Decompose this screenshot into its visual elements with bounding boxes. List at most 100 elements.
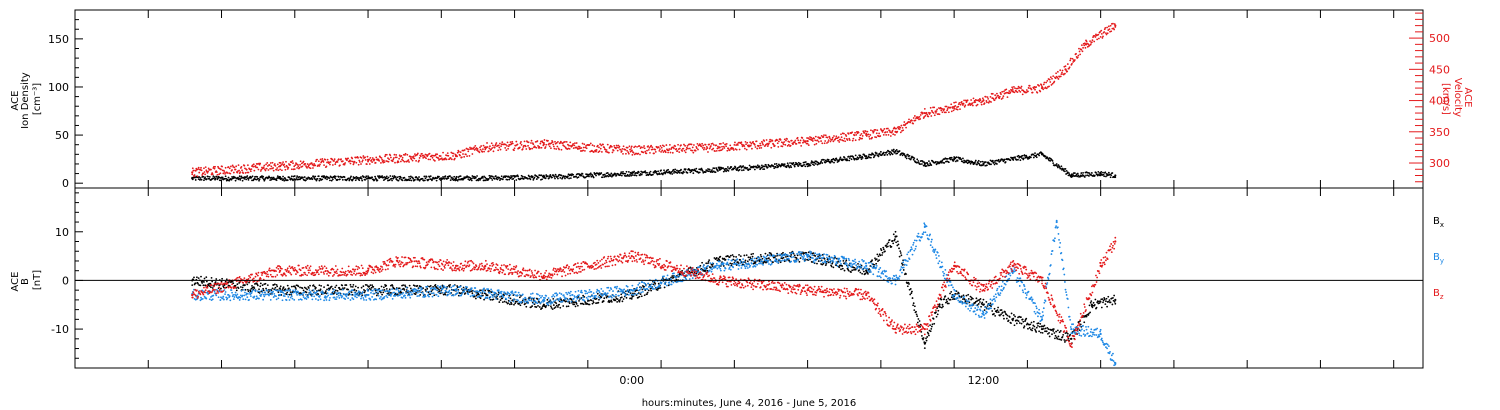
data-point bbox=[1035, 156, 1038, 159]
data-point bbox=[373, 179, 376, 181]
data-point bbox=[428, 152, 431, 155]
data-point bbox=[917, 318, 920, 320]
data-point bbox=[343, 163, 346, 166]
data-point bbox=[782, 251, 784, 254]
data-point bbox=[1060, 73, 1063, 76]
data-point bbox=[707, 151, 709, 153]
data-point bbox=[252, 163, 255, 166]
data-point bbox=[1027, 327, 1029, 330]
data-point bbox=[619, 148, 622, 151]
data-point bbox=[911, 119, 913, 122]
data-point bbox=[1047, 328, 1050, 330]
data-point bbox=[687, 147, 689, 150]
data-point bbox=[467, 148, 470, 151]
data-point bbox=[337, 158, 340, 161]
data-point bbox=[1072, 174, 1075, 176]
data-point bbox=[997, 158, 1000, 161]
data-point bbox=[843, 132, 845, 135]
data-point bbox=[979, 160, 982, 163]
data-point bbox=[945, 298, 948, 301]
data-point bbox=[352, 163, 355, 166]
data-point bbox=[437, 157, 440, 160]
data-point bbox=[476, 148, 479, 150]
data-point bbox=[850, 271, 852, 273]
data-point bbox=[867, 272, 869, 275]
data-point bbox=[906, 285, 909, 288]
data-point bbox=[501, 178, 504, 181]
data-point bbox=[710, 145, 712, 147]
data-point bbox=[293, 168, 296, 171]
data-point bbox=[895, 241, 898, 244]
data-point bbox=[828, 137, 831, 140]
data-point bbox=[476, 175, 478, 177]
data-point bbox=[959, 103, 962, 106]
data-point bbox=[930, 164, 933, 167]
data-point bbox=[355, 289, 358, 292]
data-point bbox=[436, 287, 439, 290]
data-point bbox=[554, 177, 556, 180]
data-point bbox=[350, 160, 352, 163]
data-point bbox=[519, 304, 522, 307]
data-point bbox=[1042, 88, 1045, 91]
data-point bbox=[425, 176, 428, 178]
data-point bbox=[823, 158, 825, 161]
data-point bbox=[237, 287, 240, 290]
data-point bbox=[533, 176, 536, 179]
data-point bbox=[1070, 327, 1073, 331]
data-point bbox=[242, 289, 245, 291]
data-point bbox=[1021, 318, 1024, 321]
data-point bbox=[295, 178, 297, 181]
data-point bbox=[191, 178, 194, 181]
data-point bbox=[1056, 70, 1059, 73]
data-point bbox=[278, 165, 280, 168]
data-point bbox=[258, 288, 260, 291]
data-point bbox=[506, 178, 509, 181]
data-point bbox=[793, 141, 796, 144]
data-point bbox=[1055, 330, 1058, 333]
data-point bbox=[1076, 175, 1079, 178]
data-point bbox=[950, 110, 953, 113]
data-point bbox=[640, 173, 643, 176]
data-point bbox=[491, 179, 494, 181]
data-point bbox=[350, 291, 353, 294]
data-point bbox=[363, 176, 365, 178]
data-point bbox=[1014, 315, 1016, 318]
data-point bbox=[256, 166, 259, 169]
data-point bbox=[548, 145, 551, 148]
data-point bbox=[264, 282, 267, 285]
data-point bbox=[553, 175, 556, 178]
data-point bbox=[1018, 322, 1021, 324]
data-point bbox=[841, 265, 844, 267]
data-point bbox=[922, 337, 925, 339]
data-point bbox=[728, 149, 731, 152]
data-point bbox=[912, 158, 915, 161]
data-point bbox=[763, 168, 766, 171]
data-point bbox=[423, 179, 426, 182]
data-point bbox=[390, 156, 392, 159]
data-point bbox=[882, 151, 885, 154]
data-point bbox=[980, 103, 983, 106]
data-point bbox=[682, 147, 685, 150]
data-point bbox=[903, 121, 906, 123]
data-point bbox=[524, 145, 527, 148]
data-point bbox=[1029, 323, 1032, 326]
data-point bbox=[244, 298, 247, 301]
data-point bbox=[704, 171, 707, 174]
data-point bbox=[1015, 322, 1018, 325]
data-point bbox=[942, 305, 944, 308]
data-point bbox=[583, 150, 586, 152]
data-point bbox=[941, 111, 944, 114]
data-point bbox=[513, 149, 515, 152]
data-point bbox=[697, 148, 699, 151]
data-point bbox=[1035, 86, 1038, 88]
data-point bbox=[289, 163, 291, 166]
data-point bbox=[513, 303, 515, 306]
data-point bbox=[362, 155, 365, 157]
data-point bbox=[481, 292, 484, 295]
data-point bbox=[351, 178, 354, 181]
data-point bbox=[678, 151, 681, 153]
data-point bbox=[349, 162, 352, 165]
data-point bbox=[620, 171, 623, 174]
data-point bbox=[482, 144, 485, 147]
data-point bbox=[886, 131, 889, 133]
